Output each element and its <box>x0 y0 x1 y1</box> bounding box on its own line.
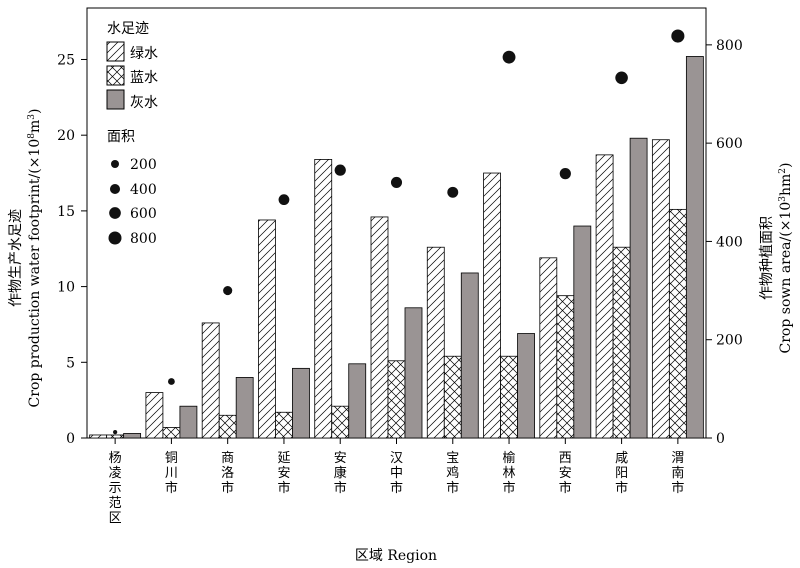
legend: 水足迹 绿水 蓝水 灰水 面积 200 400 600 800 <box>106 21 158 247</box>
legend-area-label: 600 <box>130 206 157 222</box>
x-tick-label: 铜川市 <box>165 451 178 496</box>
y2-tick-label: 600 <box>716 136 743 152</box>
bar-green <box>314 159 333 439</box>
bar-blue <box>556 295 575 439</box>
bar-green <box>651 139 670 439</box>
bar-gray <box>517 333 535 439</box>
y-axis-right: 0 200 400 600 800 <box>706 38 743 447</box>
legend-label-blue: 蓝水 <box>130 70 158 86</box>
bar-green <box>201 322 220 439</box>
y-axis-title-cn: 作物生产水足迹 <box>8 209 24 307</box>
bar-gray <box>629 137 648 439</box>
legend-area-label: 800 <box>130 231 157 247</box>
y-tick-label: 15 <box>57 204 75 220</box>
bar-gray <box>235 377 254 439</box>
bar-gray <box>292 367 310 439</box>
y2-tick-label: 0 <box>716 431 725 447</box>
y-tick-label: 25 <box>57 52 75 68</box>
bar-green <box>258 219 276 439</box>
y2-axis-title-en: Crop sown area/(×103hm2) <box>778 163 794 354</box>
legend-area-dot <box>111 160 119 168</box>
y-tick-label: 10 <box>57 280 75 296</box>
bars-layer <box>89 56 704 439</box>
area-point <box>168 378 175 385</box>
bar-gray <box>573 225 592 439</box>
x-tick-label: 商洛市 <box>221 451 234 496</box>
bar-gray <box>348 363 367 439</box>
x-tick-label: 咸阳市 <box>615 451 628 496</box>
legend-swatch-gray <box>106 89 125 110</box>
legend-swatch-blue <box>106 65 125 86</box>
bar-blue <box>500 355 518 439</box>
bar-green <box>370 216 389 439</box>
y-tick-label: 0 <box>66 431 75 447</box>
bar-gray <box>685 56 704 439</box>
legend-swatch-green <box>106 41 125 62</box>
area-point <box>390 176 403 188</box>
bar-blue <box>668 208 687 439</box>
bar-green <box>483 172 501 439</box>
bar-blue <box>218 414 237 439</box>
bar-blue <box>387 360 406 439</box>
bar-gray <box>404 307 423 439</box>
x-axis-title: 区域 Region <box>355 548 437 564</box>
bar-gray <box>123 433 142 439</box>
y-axis-title-en: Crop production water footprint/(×108m3) <box>27 109 43 408</box>
legend-area-dot <box>109 207 121 219</box>
x-axis: 杨凌示范区 铜川市 商洛市 延安市 安康市 汉中市 宝鸡市 榆林市 西安市 咸阳市 渭南市 <box>109 438 684 526</box>
y-axis-left: 0 5 10 15 20 25 <box>57 52 87 447</box>
legend-area-title: 面积 <box>107 129 135 145</box>
area-legend: 200 400 600 800 <box>108 157 157 247</box>
bar-blue <box>275 411 293 439</box>
area-point <box>502 50 516 64</box>
legend-label-gray: 灰水 <box>130 95 158 111</box>
legend-area-label: 200 <box>130 157 157 173</box>
legend-title: 水足迹 <box>107 21 149 37</box>
x-tick-label: 延安市 <box>277 451 290 496</box>
x-tick-label: 安康市 <box>334 451 347 496</box>
x-tick-label: 西安市 <box>559 451 572 496</box>
y2-tick-label: 400 <box>716 234 743 250</box>
bar-blue <box>443 355 462 439</box>
x-tick-label: 杨凌示范区 <box>109 451 122 526</box>
area-point <box>615 71 628 85</box>
legend-area-dot <box>108 231 122 245</box>
bar-blue <box>106 434 125 439</box>
bar-gray <box>460 272 479 439</box>
y-tick-label: 20 <box>57 128 75 144</box>
legend-area-dot <box>109 183 121 195</box>
bar-blue <box>162 427 181 439</box>
area-point <box>334 164 346 176</box>
y2-axis-title-cn: 作物种植面积 <box>759 216 775 300</box>
area-point <box>559 168 571 180</box>
y-tick-label: 5 <box>66 355 75 371</box>
bar-green <box>595 154 614 439</box>
y-axis-title-group: 作物生产水足迹 Crop production water footprint/… <box>8 109 43 408</box>
bar-gray <box>179 405 198 439</box>
y2-axis-title-group: 作物种植面积 Crop sown area/(×103hm2) <box>759 163 794 354</box>
area-point <box>447 186 459 198</box>
bar-blue <box>612 246 631 439</box>
area-point <box>671 29 685 43</box>
bar-blue <box>331 405 350 439</box>
legend-area-label: 400 <box>130 182 157 198</box>
x-tick-label: 宝鸡市 <box>446 451 459 496</box>
bar-green <box>426 246 445 439</box>
bar-green <box>89 434 108 439</box>
x-tick-label: 汉中市 <box>390 451 403 496</box>
x-tick-label: 榆林市 <box>503 451 516 496</box>
area-point <box>113 429 118 435</box>
area-point <box>278 194 290 206</box>
area-points-layer <box>113 29 685 435</box>
y2-tick-label: 800 <box>716 38 743 54</box>
legend-label-green: 绿水 <box>130 46 158 62</box>
bar-green <box>145 392 164 439</box>
area-point <box>223 286 233 296</box>
y2-tick-label: 200 <box>716 333 743 349</box>
bar-green <box>539 257 558 439</box>
x-tick-label: 渭南市 <box>671 451 684 496</box>
